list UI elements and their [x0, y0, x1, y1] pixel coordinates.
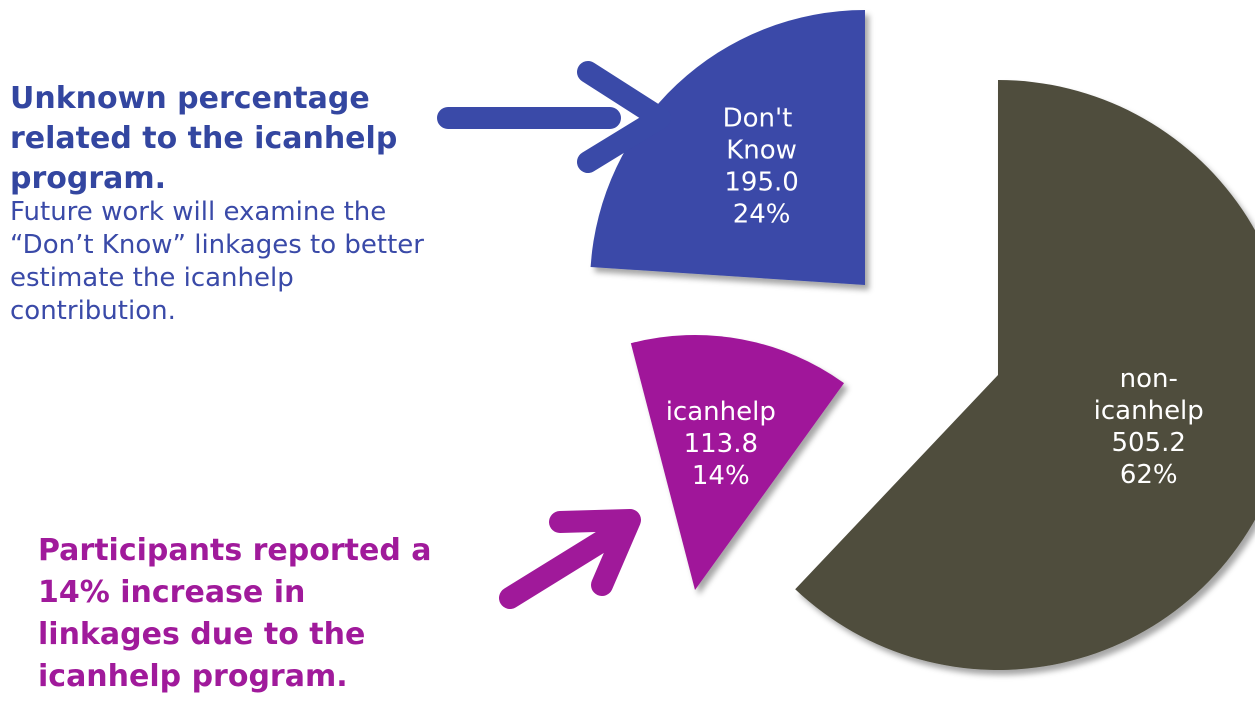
slice-label: Don't Know	[723, 104, 801, 166]
slice-value: 505.2	[1112, 428, 1186, 458]
arrow	[499, 509, 641, 609]
slice-value: 195.0	[724, 168, 798, 198]
slice-label: icanhelp	[666, 397, 776, 427]
annotation-body: contribution.	[10, 296, 176, 326]
annotation-title: related to the icanhelp	[10, 121, 397, 156]
arrow	[437, 61, 671, 173]
annotation-title: 14% increase in	[38, 575, 305, 610]
pie-slice	[590, 10, 865, 285]
annotation-body: Future work will examine the	[10, 197, 386, 227]
annotation-title: Participants reported a	[38, 533, 432, 568]
annotation-title: icanhelp program.	[38, 659, 348, 694]
annotation-title: Unknown percentage	[10, 81, 370, 116]
annotation-title: linkages due to the	[38, 617, 365, 652]
slice-percent: 14%	[692, 461, 750, 491]
slice-percent: 62%	[1120, 460, 1178, 490]
annotation-body: estimate the icanhelp	[10, 263, 294, 293]
pie-slice	[795, 80, 1255, 670]
slice-label: non-icanhelp	[1094, 364, 1204, 426]
annotation-body: “Don’t Know” linkages to better	[10, 230, 424, 260]
slice-value: 113.8	[684, 429, 758, 459]
pie-slice	[630, 335, 845, 590]
slice-percent: 24%	[733, 200, 791, 230]
annotation-title: program.	[10, 161, 166, 196]
